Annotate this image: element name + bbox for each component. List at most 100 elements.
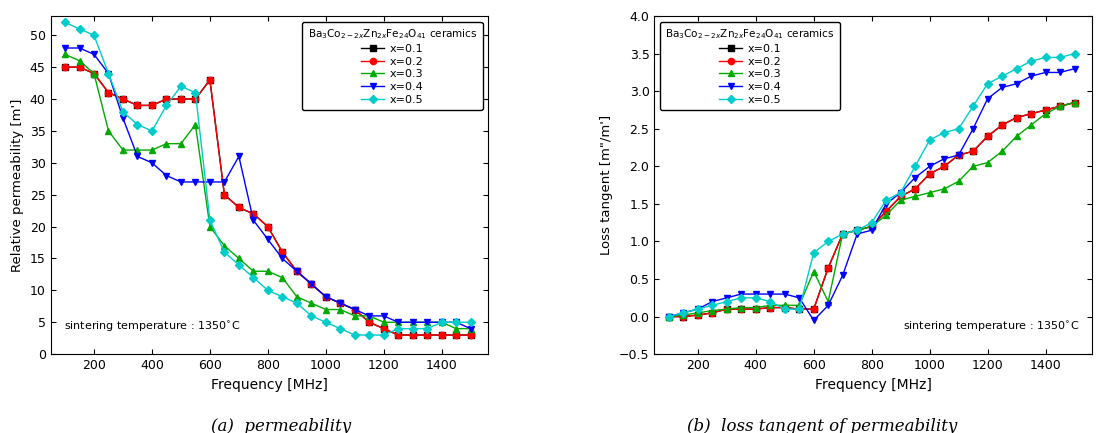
x=0.5 [850, 228, 864, 233]
x=0.2 [692, 313, 705, 318]
x=0.2 [981, 134, 994, 139]
x=0.4 [1010, 81, 1024, 86]
x=0.5 [174, 84, 188, 89]
x=0.4 [377, 313, 390, 319]
x=0.1 [836, 231, 849, 236]
x=0.1 [895, 194, 908, 199]
x=0.2 [735, 307, 748, 312]
x=0.1 [131, 103, 144, 108]
Y-axis label: Relative permeability [m']: Relative permeability [m'] [11, 98, 24, 272]
x=0.1 [319, 294, 332, 299]
Y-axis label: Loss tangent [m"/m']: Loss tangent [m"/m'] [600, 115, 613, 255]
x=0.2 [146, 103, 159, 108]
x=0.4 [276, 256, 289, 261]
x=0.5 [895, 190, 908, 195]
x=0.5 [995, 74, 1008, 79]
x=0.4 [850, 231, 864, 236]
x=0.3 [131, 148, 144, 153]
x=0.1 [261, 224, 275, 229]
x=0.5 [778, 307, 791, 312]
x=0.4 [836, 273, 849, 278]
x=0.4 [662, 314, 675, 319]
x=0.2 [435, 333, 448, 338]
x=0.1 [203, 78, 216, 83]
x=0.4 [304, 281, 318, 287]
x=0.4 [879, 201, 892, 207]
x=0.4 [677, 310, 690, 316]
x=0.3 [146, 148, 159, 153]
x=0.2 [879, 209, 892, 214]
x=0.5 [392, 326, 405, 331]
x=0.3 [58, 52, 72, 57]
x=0.1 [363, 320, 376, 325]
x=0.1 [677, 314, 690, 319]
x=0.1 [334, 301, 347, 306]
x=0.2 [1010, 115, 1024, 120]
x=0.2 [1068, 100, 1081, 105]
x=0.3 [923, 190, 936, 195]
x=0.4 [735, 291, 748, 297]
x=0.2 [334, 301, 347, 306]
x=0.5 [203, 218, 216, 223]
x=0.3 [304, 301, 318, 306]
x=0.1 [189, 97, 202, 102]
Line: x=0.2: x=0.2 [666, 100, 1078, 320]
x=0.5 [865, 220, 878, 225]
x=0.5 [450, 320, 463, 325]
x=0.2 [174, 97, 188, 102]
x=0.3 [981, 160, 994, 165]
x=0.1 [435, 333, 448, 338]
x=0.4 [87, 52, 100, 57]
x=0.4 [822, 303, 835, 308]
x=0.4 [233, 154, 246, 159]
x=0.2 [450, 333, 463, 338]
x=0.5 [1039, 55, 1052, 60]
x=0.2 [822, 265, 835, 270]
x=0.5 [763, 299, 777, 304]
x=0.5 [58, 20, 72, 25]
x=0.4 [392, 320, 405, 325]
x=0.3 [1068, 100, 1081, 105]
x=0.5 [662, 314, 675, 319]
x=0.5 [160, 103, 173, 108]
x=0.2 [101, 90, 115, 95]
x=0.1 [349, 307, 362, 312]
x=0.1 [952, 152, 965, 158]
x=0.2 [377, 326, 390, 331]
x=0.2 [261, 224, 275, 229]
x=0.1 [276, 249, 289, 255]
x=0.5 [1053, 55, 1067, 60]
x=0.1 [749, 307, 762, 312]
x=0.3 [879, 213, 892, 218]
X-axis label: Frequency [MHz]: Frequency [MHz] [211, 378, 328, 391]
x=0.3 [763, 303, 777, 308]
x=0.3 [464, 326, 478, 331]
x=0.5 [1068, 51, 1081, 56]
x=0.2 [349, 307, 362, 312]
x=0.3 [392, 320, 405, 325]
x=0.3 [909, 194, 922, 199]
x=0.2 [464, 333, 478, 338]
x=0.2 [706, 310, 719, 316]
x=0.1 [304, 281, 318, 287]
x=0.5 [377, 333, 390, 338]
x=0.5 [101, 71, 115, 76]
x=0.2 [189, 97, 202, 102]
x=0.1 [909, 186, 922, 191]
x=0.2 [87, 71, 100, 76]
x=0.1 [101, 90, 115, 95]
x=0.1 [995, 123, 1008, 128]
x=0.5 [981, 81, 994, 86]
x=0.3 [822, 299, 835, 304]
x=0.4 [116, 116, 129, 121]
x=0.3 [261, 268, 275, 274]
x=0.4 [261, 237, 275, 242]
x=0.2 [995, 123, 1008, 128]
x=0.2 [720, 307, 733, 312]
Text: sintering temperature : 1350$^{\circ}$C: sintering temperature : 1350$^{\circ}$C [64, 320, 239, 334]
x=0.2 [836, 231, 849, 236]
x=0.1 [720, 307, 733, 312]
x=0.5 [420, 326, 433, 331]
x=0.3 [450, 326, 463, 331]
x=0.2 [1053, 103, 1067, 109]
